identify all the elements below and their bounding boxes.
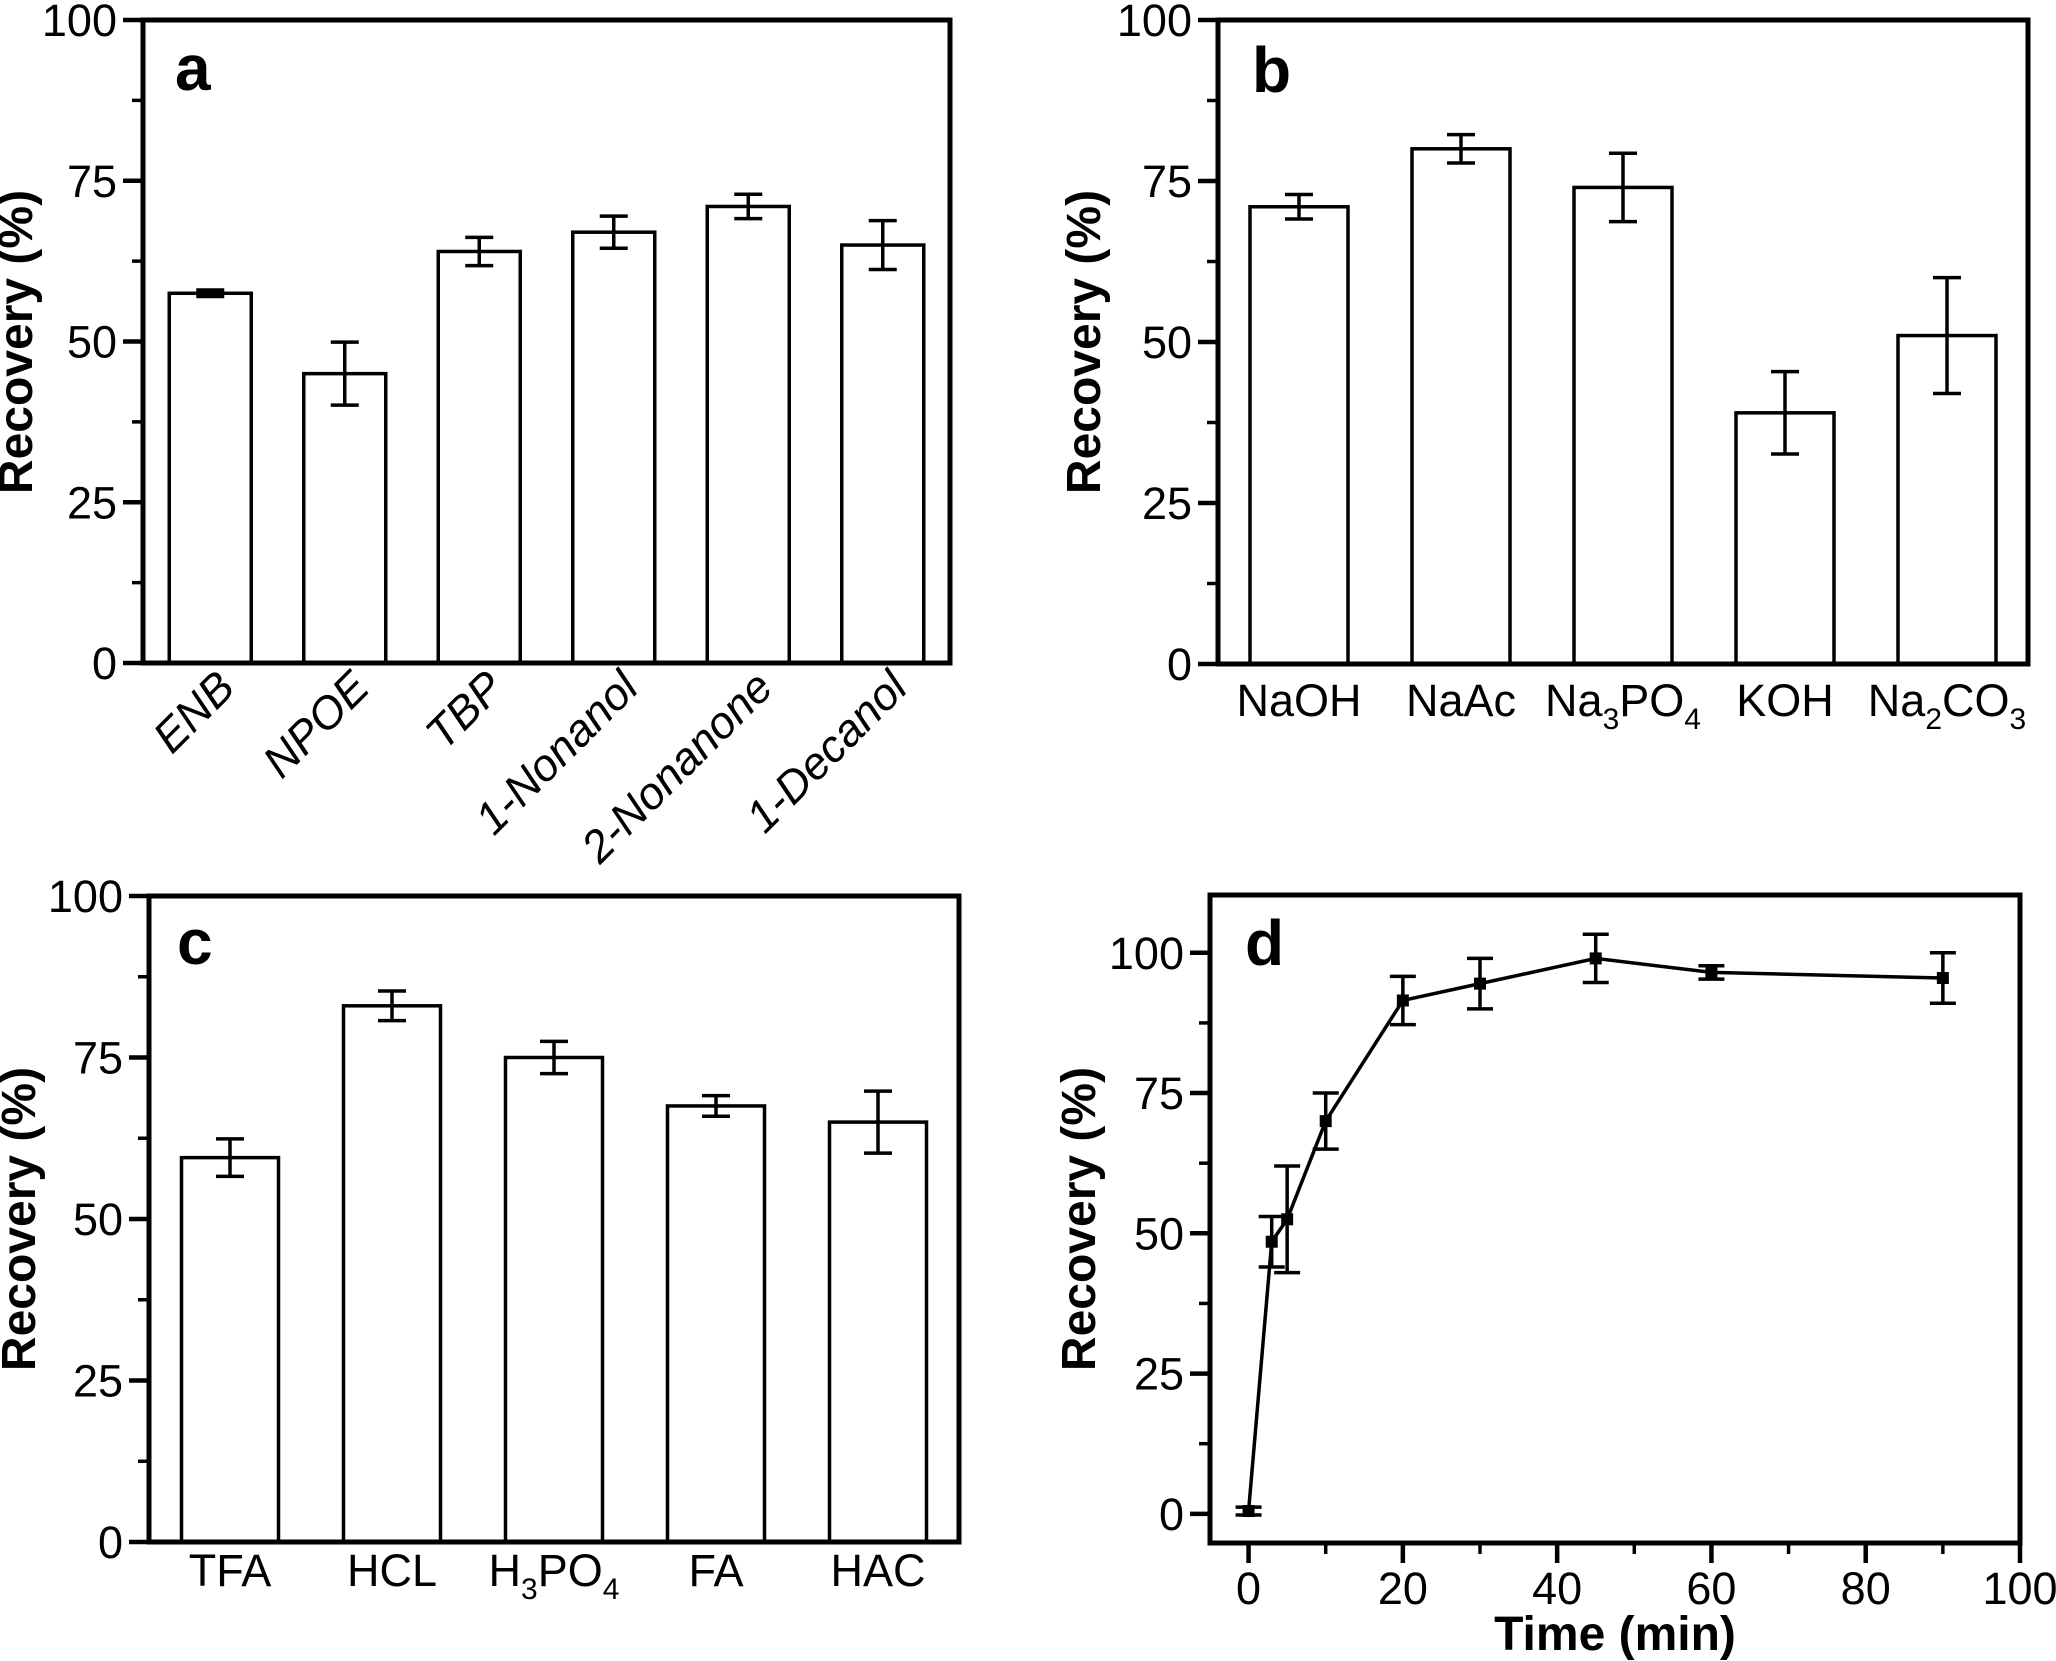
bar-na3po4: [1572, 185, 1674, 666]
category-label: Na2CO3: [1868, 675, 2026, 736]
trend-line: [1246, 956, 1943, 1512]
bar-hac: [827, 1120, 929, 1544]
bar-hcl: [341, 1004, 443, 1544]
data-point: [1705, 966, 1718, 979]
y-tick-label: 25: [1134, 1349, 1184, 1400]
bar-1-decanol: [840, 243, 926, 665]
bar-2-nonanone: [705, 204, 791, 665]
category-label: HCL: [347, 1545, 437, 1596]
category-label: H3PO4: [489, 1545, 620, 1606]
panel-c: 0 25 50 75 100 Recovery (%) TFA HCL H3PO4 FA HAC c: [0, 871, 962, 1606]
category-label: NaOH: [1236, 675, 1361, 726]
bar-npoe: [302, 371, 388, 665]
category-label: TFA: [189, 1545, 272, 1596]
y-axis-title: Recovery (%): [0, 190, 43, 494]
x-tick-label: 80: [1841, 1563, 1891, 1614]
y-tick-label: 0: [92, 638, 117, 689]
y-tick-label: 50: [67, 317, 117, 368]
plot-frame: [140, 17, 953, 666]
category-label: FA: [688, 1545, 743, 1596]
bar-enb: [167, 291, 253, 665]
panel-letter: d: [1245, 907, 1284, 979]
bar-tfa: [179, 1155, 281, 1544]
plot-frame: [1215, 17, 2031, 667]
y-tick-label: 100: [1117, 0, 1192, 46]
panel-letter: a: [175, 32, 211, 104]
data-point: [1936, 972, 1949, 985]
y-tick-label: 75: [73, 1033, 123, 1084]
y-tick-label: 100: [42, 0, 117, 46]
y-tick-label: 100: [48, 871, 123, 922]
y-tick-label: 25: [73, 1356, 123, 1407]
panel-letter: c: [177, 906, 213, 978]
x-tick-label: 60: [1686, 1563, 1736, 1614]
data-point: [1265, 1235, 1278, 1248]
y-tick-label: 50: [1142, 317, 1192, 368]
y-tick-label: 75: [1134, 1068, 1184, 1119]
data-point: [1319, 1115, 1332, 1128]
category-label: NaAc: [1406, 675, 1516, 726]
panel-letter: b: [1252, 34, 1291, 106]
y-tick-label: 0: [98, 1517, 123, 1568]
data-point: [1589, 952, 1602, 965]
x-axis-title: Time (min): [1494, 1608, 1736, 1661]
y-tick-label: 100: [1109, 928, 1184, 979]
category-label: NPOE: [253, 660, 380, 787]
category-label: HAC: [830, 1545, 925, 1596]
y-tick-label: 50: [73, 1194, 123, 1245]
panel-d: 0 25 50 75 100 Recovery (%) 0 20 40 60 80 100 Time (…: [1053, 892, 2056, 1661]
y-axis-title: Recovery (%): [0, 1067, 46, 1371]
bar-naac: [1410, 147, 1512, 666]
data-point: [1242, 1505, 1255, 1518]
bar-fa: [665, 1104, 767, 1544]
category-label: KOH: [1736, 675, 1834, 726]
y-tick-label: 25: [67, 477, 117, 528]
category-label: Na3PO4: [1545, 675, 1701, 736]
category-label: ENB: [143, 661, 244, 762]
y-tick-label: 75: [67, 156, 117, 207]
x-tick-label: 40: [1532, 1563, 1582, 1614]
y-tick-label: 0: [1159, 1489, 1184, 1540]
y-tick-label: 75: [1142, 156, 1192, 207]
bar-tbp: [436, 249, 522, 665]
plot-frame: [1207, 892, 2023, 1546]
x-tick-label: 0: [1236, 1563, 1261, 1614]
y-tick-label: 50: [1134, 1208, 1184, 1259]
y-tick-label: 25: [1142, 478, 1192, 529]
bar-h3po4: [503, 1055, 605, 1544]
bar-naoh: [1248, 205, 1350, 666]
data-point: [1474, 977, 1486, 990]
data-point: [1396, 994, 1409, 1007]
y-tick-label: 0: [1167, 639, 1192, 690]
bar-1-nonanol: [571, 230, 657, 665]
x-tick-label: 20: [1378, 1563, 1428, 1614]
category-label: TBP: [415, 661, 513, 759]
panel-b: 0 25 50 75 100 Recovery (%) NaOH NaAc Na3PO4 KOH N…: [1058, 0, 2031, 736]
data-point: [1281, 1213, 1294, 1226]
y-axis-title: Recovery (%): [1058, 190, 1111, 494]
x-tick-label: 100: [1982, 1563, 2056, 1614]
y-axis-title: Recovery (%): [1053, 1067, 1106, 1371]
plot-frame: [146, 893, 962, 1545]
